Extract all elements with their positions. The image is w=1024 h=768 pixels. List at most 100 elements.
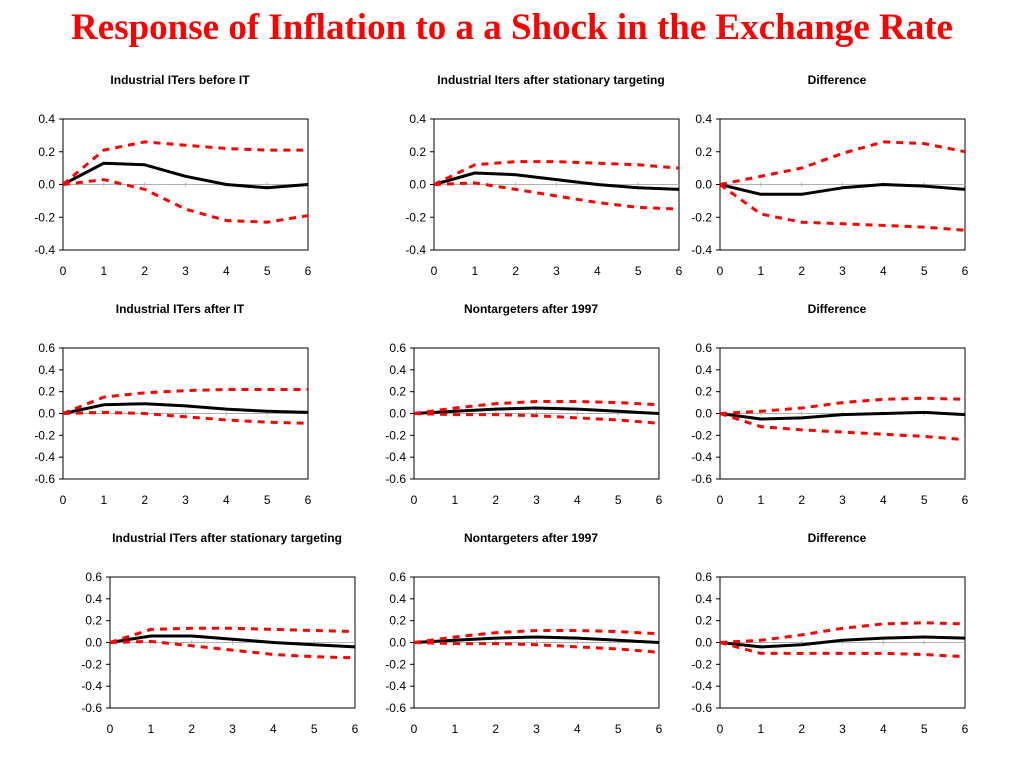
upper-band-line [413,629,660,644]
x-tick-label: 2 [798,264,805,278]
estimate-line [62,161,309,190]
chart-title: Difference [807,302,867,316]
x-tick-label: 0 [60,493,67,507]
y-tick-label: -0.2 [81,657,102,671]
estimate-line [719,410,966,421]
estimate-line [719,635,966,649]
lower-band-line [719,641,966,659]
x-tick-label: 6 [962,264,969,278]
chart-title: Industrial ITers after stationary target… [112,531,342,545]
y-tick-label: 0.2 [389,385,406,399]
x-tick-label: 4 [223,493,230,507]
upper-band-line [62,388,308,415]
y-tick-label: -0.2 [691,428,712,442]
chart-plot: 0.4 0.2 0.0 -0.2 -0.4 0 1 2 3 4 5 6 [691,112,969,278]
y-tick-label: 0.2 [389,614,406,628]
upper-band-line [413,400,660,415]
x-tick-label: 6 [962,722,969,736]
x-tick-label: 5 [615,493,622,507]
y-tick-label: -0.4 [81,679,102,693]
chart-title: Industrial ITers before IT [110,73,250,87]
y-tick-label: 0.6 [695,570,712,584]
x-tick-label: 1 [147,722,154,736]
upper-band-line [433,160,680,186]
chart-title: Industrial Iters after stationary target… [437,73,665,87]
estimate-line [413,406,660,415]
x-tick-label: 5 [311,722,318,736]
x-tick-label: 0 [717,722,724,736]
y-tick-label: -0.4 [691,450,712,464]
y-tick-label: -0.4 [405,243,426,257]
x-tick-label: 3 [553,264,560,278]
x-tick-label: 4 [574,493,581,507]
y-tick-label: -0.4 [385,450,406,464]
chart-panel: Difference 0.4 0.2 0.0 -0.2 -0.4 0 1 2 3 4 5 6 [672,73,1002,303]
chart-plot: 0.6 0.4 0.2 0.0 -0.2 -0.4 -0.6 0 1 2 3 4 5 6 [385,341,663,507]
x-tick-label: 4 [880,722,887,736]
x-tick-label: 6 [352,722,359,736]
y-tick-label: -0.4 [34,243,55,257]
x-tick-label: 4 [270,722,277,736]
y-tick-label: 0.2 [409,145,426,159]
x-tick-label: 4 [880,493,887,507]
chart-plot: 0.6 0.4 0.2 0.0 -0.2 -0.4 -0.6 0 1 2 3 4 5 6 [34,341,312,507]
x-tick-label: 0 [431,264,438,278]
x-tick-label: 6 [656,722,663,736]
x-tick-label: 6 [305,264,312,278]
y-tick-label: 0.2 [38,385,55,399]
upper-band-line [109,626,356,644]
x-tick-label: 2 [798,493,805,507]
y-tick-label: 0.6 [695,341,712,355]
x-tick-label: 2 [492,722,499,736]
x-tick-label: 3 [839,264,846,278]
y-tick-label: -0.4 [691,243,712,257]
x-tick-label: 6 [656,493,663,507]
x-tick-label: 4 [880,264,887,278]
x-tick-label: 1 [757,264,764,278]
x-tick-label: 1 [757,493,764,507]
chart-plot: 0.6 0.4 0.2 0.0 -0.2 -0.4 -0.6 0 1 2 3 4 5 6 [385,570,663,736]
chart-title: Nontargeters after 1997 [463,302,599,316]
y-tick-label: -0.2 [385,428,406,442]
lower-band-line [62,410,309,425]
upper-band-line [62,140,308,186]
y-tick-label: 0.6 [389,570,406,584]
x-tick-label: 5 [635,264,642,278]
y-tick-label: 0.4 [409,112,426,126]
y-tick-label: -0.2 [405,210,426,224]
y-tick-label: 0.4 [389,363,406,377]
y-tick-label: 0.4 [695,112,712,126]
y-tick-label: -0.6 [691,701,712,715]
estimate-line [413,635,660,644]
x-tick-label: 4 [594,264,601,278]
chart-panel: Industrial ITers after stationary target… [62,531,392,761]
x-tick-label: 1 [100,264,107,278]
y-tick-label: 0.4 [389,592,406,606]
x-tick-label: 6 [305,493,312,507]
y-tick-label: -0.6 [385,701,406,715]
y-tick-label: -0.2 [34,210,55,224]
y-tick-label: 0.4 [695,592,712,606]
x-tick-label: 2 [141,493,148,507]
chart-plot: 0.6 0.4 0.2 0.0 -0.2 -0.4 -0.6 0 1 2 3 4 5 6 [81,570,359,736]
x-tick-label: 3 [182,493,189,507]
x-tick-label: 1 [451,493,458,507]
chart-plot: 0.4 0.2 0.0 -0.2 -0.4 0 1 2 3 4 5 6 [405,112,682,278]
chart-title: Nontargeters after 1997 [463,531,599,545]
y-tick-label: 0.2 [85,614,102,628]
x-tick-label: 5 [615,722,622,736]
y-tick-label: -0.6 [385,472,406,486]
lower-band-line [413,412,660,425]
y-tick-label: -0.4 [691,679,712,693]
y-tick-label: 0.0 [695,178,712,192]
y-tick-label: -0.6 [81,701,102,715]
y-tick-label: 0.0 [85,636,102,650]
x-tick-label: 5 [264,264,271,278]
x-tick-label: 2 [141,264,148,278]
slide-title: Response of Inflation to a a Shock in th… [71,7,953,48]
y-tick-label: 0.6 [85,570,102,584]
x-tick-label: 2 [492,493,499,507]
x-tick-label: 0 [717,493,724,507]
x-tick-label: 4 [574,722,581,736]
y-tick-label: -0.6 [691,472,712,486]
